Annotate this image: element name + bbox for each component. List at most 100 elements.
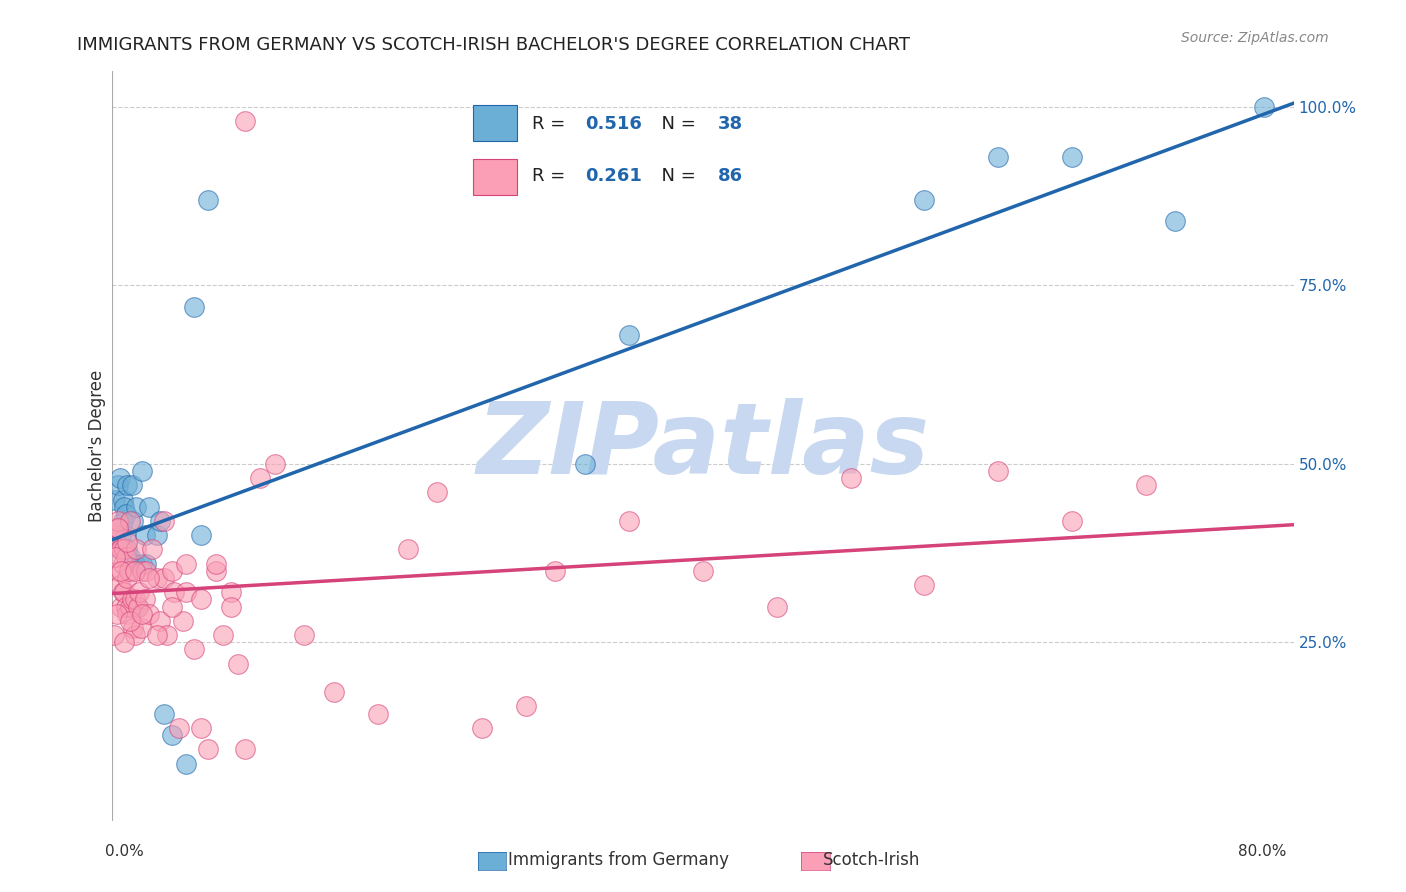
Point (111, 514, 134, 528)
Point (619, 514, 641, 528)
Point (174, 585, 197, 599)
Point (112, 635, 135, 649)
Point (190, 528, 212, 542)
Point (127, 599, 149, 614)
Point (160, 564, 183, 578)
Point (174, 756, 197, 771)
Point (110, 599, 132, 614)
Point (110, 542, 132, 557)
Point (146, 571, 169, 585)
Point (839, 471, 862, 485)
Point (127, 599, 149, 614)
Point (766, 599, 789, 614)
Point (107, 564, 129, 578)
Point (153, 514, 176, 528)
Point (104, 492, 127, 507)
Point (120, 599, 142, 614)
Point (122, 621, 145, 635)
Point (103, 628, 125, 642)
Text: 0.0%: 0.0% (105, 845, 145, 859)
Point (125, 542, 148, 557)
Point (138, 500, 160, 514)
Text: IMMIGRANTS FROM GERMANY VS SCOTCH-IRISH BACHELOR'S DEGREE CORRELATION CHART: IMMIGRANTS FROM GERMANY VS SCOTCH-IRISH … (77, 36, 910, 54)
Text: 80.0%: 80.0% (1239, 845, 1286, 859)
Point (219, 585, 242, 599)
Point (914, 578, 936, 592)
Point (1253, 100, 1275, 114)
Point (190, 592, 212, 607)
Point (131, 464, 153, 478)
Point (174, 557, 197, 571)
Point (1062, 514, 1084, 528)
Point (131, 564, 153, 578)
Point (124, 592, 146, 607)
Point (574, 457, 596, 471)
Text: ZIPatlas: ZIPatlas (477, 398, 929, 494)
Point (118, 564, 141, 578)
Point (197, 742, 219, 756)
Point (515, 699, 537, 714)
Point (160, 599, 183, 614)
Point (426, 485, 449, 500)
Point (167, 721, 190, 735)
Point (190, 721, 212, 735)
Point (110, 528, 132, 542)
Point (987, 464, 1010, 478)
Point (205, 564, 228, 578)
Point (110, 564, 132, 578)
Point (124, 628, 146, 642)
Point (131, 557, 153, 571)
Point (153, 706, 176, 721)
Point (117, 542, 138, 557)
Point (1164, 214, 1187, 228)
Point (470, 721, 494, 735)
Point (183, 300, 205, 314)
Point (323, 685, 346, 699)
Point (163, 585, 186, 599)
Point (111, 585, 134, 599)
Point (114, 549, 136, 564)
Point (396, 542, 419, 557)
Point (367, 706, 389, 721)
Point (129, 621, 152, 635)
Point (114, 599, 136, 614)
Point (138, 607, 160, 621)
Point (107, 521, 129, 535)
Point (108, 578, 131, 592)
Point (264, 457, 287, 471)
Point (233, 742, 256, 756)
Point (120, 549, 142, 564)
Point (212, 628, 235, 642)
Point (183, 642, 205, 657)
Point (124, 557, 146, 571)
Point (134, 592, 156, 607)
Point (114, 507, 136, 521)
Point (292, 628, 315, 642)
Point (146, 628, 169, 642)
Point (233, 114, 256, 128)
Point (146, 528, 169, 542)
Point (135, 557, 157, 571)
Point (120, 614, 142, 628)
Text: Source: ZipAtlas.com: Source: ZipAtlas.com (1181, 31, 1329, 45)
Point (135, 564, 157, 578)
Point (125, 500, 148, 514)
Point (117, 478, 138, 492)
Point (105, 607, 128, 621)
Point (249, 471, 271, 485)
Point (112, 500, 135, 514)
Point (138, 571, 160, 585)
Point (219, 599, 242, 614)
Point (1135, 478, 1157, 492)
Point (141, 542, 163, 557)
Point (1062, 150, 1084, 164)
Point (104, 549, 127, 564)
Point (619, 328, 641, 343)
Point (544, 564, 567, 578)
Point (122, 514, 145, 528)
Point (692, 564, 714, 578)
Point (117, 571, 138, 585)
Point (914, 193, 936, 207)
Point (104, 528, 127, 542)
Point (226, 657, 249, 671)
